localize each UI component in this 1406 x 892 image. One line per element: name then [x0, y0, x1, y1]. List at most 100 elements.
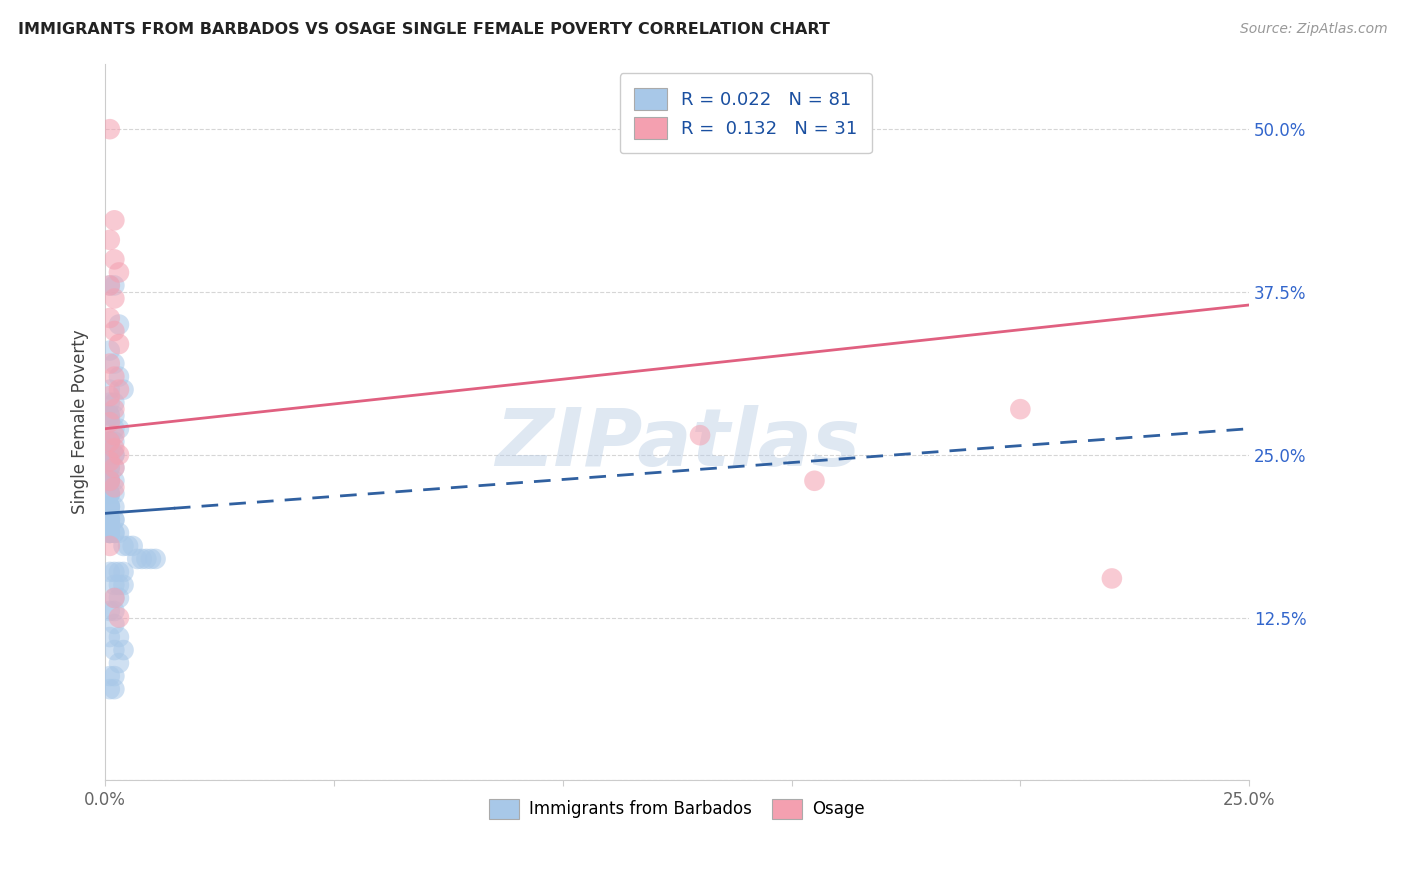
Point: [103, 213, 125, 227]
Point: [98, 513, 121, 527]
Point: [103, 369, 125, 384]
Point: [98, 525, 121, 540]
Point: [98, 513, 121, 527]
Point: [98, 311, 121, 326]
Point: [98, 454, 121, 468]
Point: [98, 460, 121, 475]
Point: [103, 460, 125, 475]
Text: ZIPatlas: ZIPatlas: [495, 405, 859, 483]
Point: [103, 422, 125, 436]
Point: [103, 500, 125, 514]
Point: [103, 591, 125, 605]
Point: [98, 500, 121, 514]
Point: [103, 669, 125, 683]
Point: [117, 539, 139, 553]
Point: [98, 565, 121, 579]
Point: [103, 591, 125, 605]
Point: [98, 448, 121, 462]
Point: [103, 604, 125, 618]
Point: [103, 513, 125, 527]
Point: [112, 539, 135, 553]
Point: [139, 552, 162, 566]
Point: [103, 292, 125, 306]
Point: [108, 448, 131, 462]
Point: [108, 578, 131, 592]
Point: [98, 409, 121, 423]
Point: [103, 578, 125, 592]
Point: [103, 278, 125, 293]
Point: [103, 525, 125, 540]
Point: [98, 487, 121, 501]
Point: [98, 415, 121, 429]
Point: [98, 669, 121, 683]
Point: [98, 513, 121, 527]
Point: [108, 265, 131, 279]
Point: [98, 525, 121, 540]
Point: [98, 630, 121, 644]
Point: [98, 409, 121, 423]
Point: [98, 604, 121, 618]
Point: [98, 434, 121, 449]
Point: [103, 474, 125, 488]
Point: [98, 474, 121, 488]
Point: [108, 525, 131, 540]
Y-axis label: Single Female Poverty: Single Female Poverty: [72, 330, 89, 515]
Point: [98, 513, 121, 527]
Legend: Immigrants from Barbados, Osage: Immigrants from Barbados, Osage: [482, 792, 872, 826]
Point: [108, 565, 131, 579]
Point: [98, 278, 121, 293]
Point: [98, 278, 121, 293]
Point: [689, 428, 711, 442]
Point: [112, 643, 135, 657]
Point: [108, 610, 131, 624]
Point: [103, 357, 125, 371]
Point: [108, 591, 131, 605]
Point: [135, 552, 157, 566]
Point: [103, 448, 125, 462]
Point: [98, 434, 121, 449]
Point: [103, 252, 125, 267]
Point: [98, 487, 121, 501]
Point: [145, 552, 167, 566]
Point: [103, 682, 125, 697]
Point: [98, 539, 121, 553]
Point: [103, 402, 125, 417]
Point: [103, 409, 125, 423]
Point: [103, 434, 125, 449]
Point: [108, 383, 131, 397]
Point: [98, 460, 121, 475]
Point: [98, 474, 121, 488]
Point: [1010, 402, 1032, 417]
Point: [103, 565, 125, 579]
Point: [103, 324, 125, 338]
Point: [98, 389, 121, 403]
Point: [103, 513, 125, 527]
Text: Source: ZipAtlas.com: Source: ZipAtlas.com: [1240, 22, 1388, 37]
Point: [103, 617, 125, 632]
Point: [98, 474, 121, 488]
Text: IMMIGRANTS FROM BARBADOS VS OSAGE SINGLE FEMALE POVERTY CORRELATION CHART: IMMIGRANTS FROM BARBADOS VS OSAGE SINGLE…: [18, 22, 830, 37]
Point: [103, 460, 125, 475]
Point: [112, 565, 135, 579]
Point: [108, 318, 131, 332]
Point: [103, 448, 125, 462]
Point: [103, 525, 125, 540]
Point: [98, 487, 121, 501]
Point: [98, 474, 121, 488]
Point: [112, 383, 135, 397]
Point: [108, 337, 131, 351]
Point: [98, 343, 121, 358]
Point: [98, 448, 121, 462]
Point: [108, 422, 131, 436]
Point: [103, 643, 125, 657]
Point: [103, 480, 125, 494]
Point: [1101, 571, 1123, 585]
Point: [108, 630, 131, 644]
Point: [98, 500, 121, 514]
Point: [98, 357, 121, 371]
Point: [103, 395, 125, 409]
Point: [98, 434, 121, 449]
Point: [98, 434, 121, 449]
Point: [98, 500, 121, 514]
Point: [103, 487, 125, 501]
